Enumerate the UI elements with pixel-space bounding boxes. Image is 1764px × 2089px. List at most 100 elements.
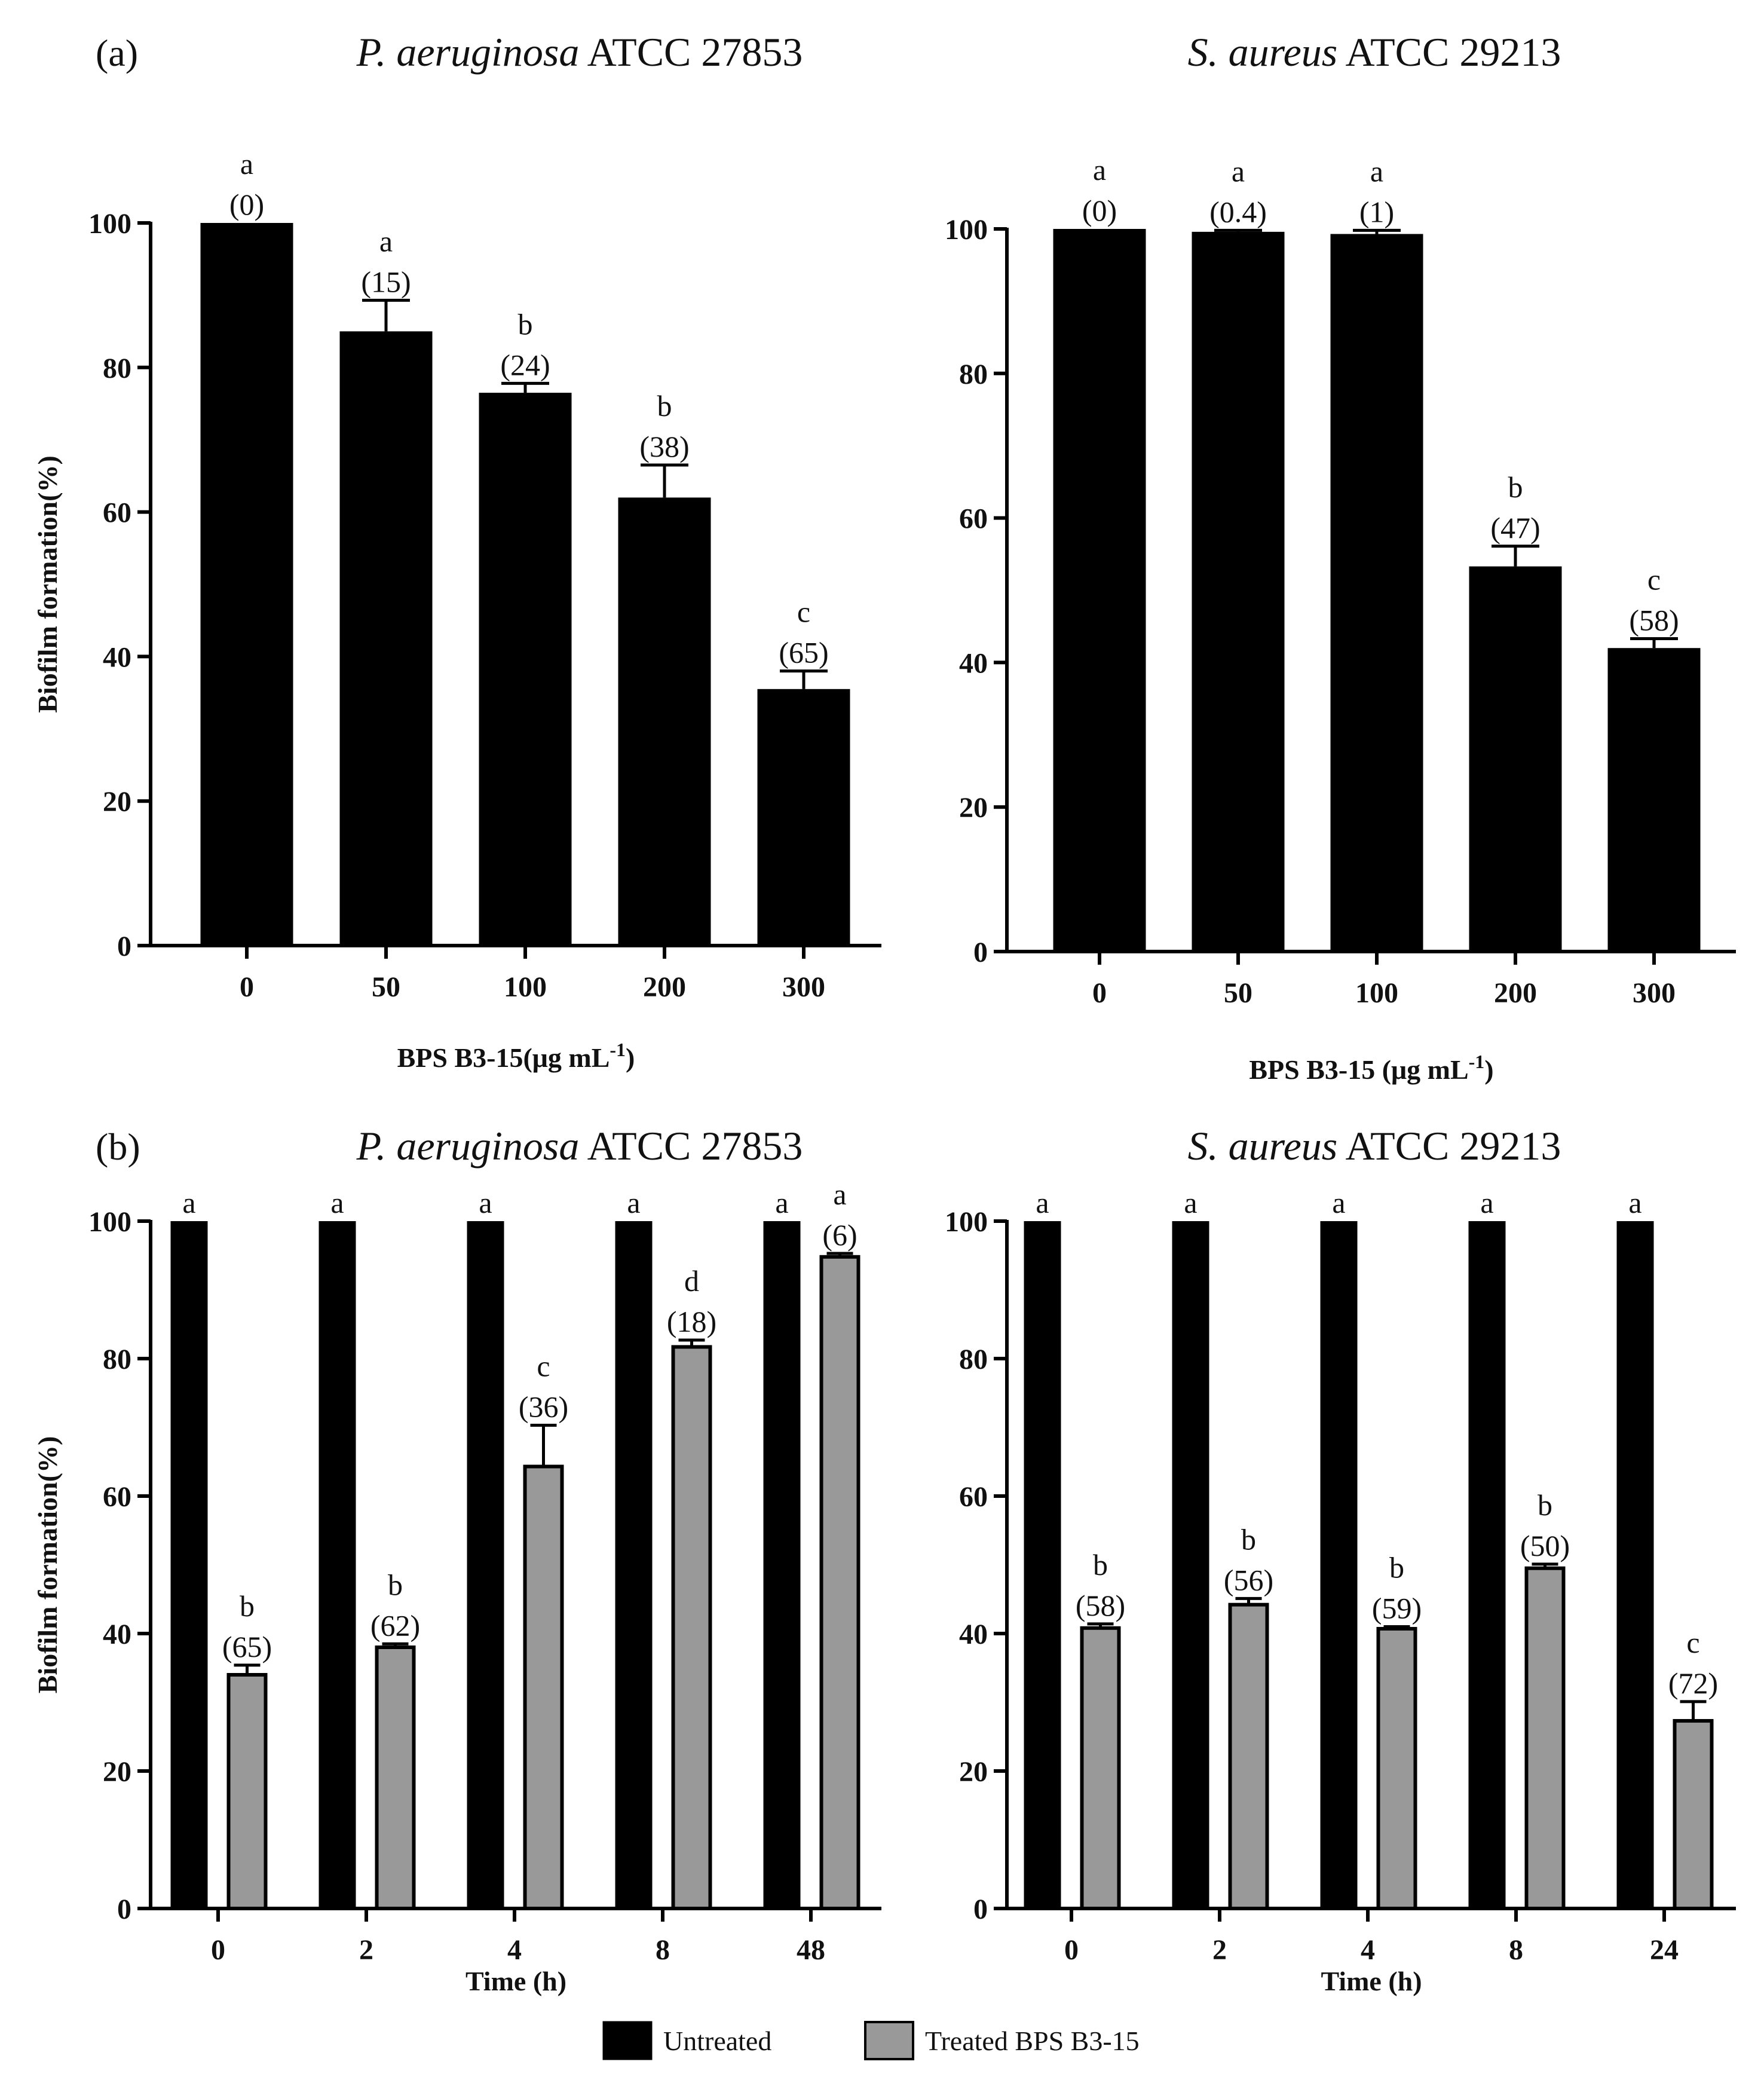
x-tick-label: 0 [240, 971, 254, 1003]
chart-title-species: S. aureus [1188, 29, 1338, 75]
inhibition-label-b1-s1-1: (62) [370, 1608, 420, 1642]
chart-title-species: P. aeruginosa [356, 1123, 580, 1169]
significance-letter-b2-s0-1: a [1184, 1186, 1197, 1219]
legend-label-treated: Treated BPS B3-15 [925, 2026, 1140, 2056]
chart-title-strain: ATCC 27853 [579, 1123, 803, 1169]
significance-letter-b2-s1-3: b [1538, 1488, 1552, 1522]
x-tick-label: 200 [643, 971, 686, 1003]
chart-title-strain: ATCC 27853 [579, 29, 803, 75]
bar-b2-s1-3 [1524, 1566, 1566, 1910]
y-tick-label: 60 [959, 1481, 988, 1513]
significance-letter-b1-s0-3: a [627, 1186, 640, 1219]
inhibition-label-a1-s0-2: (24) [500, 348, 550, 381]
legend-swatch-treated [864, 2021, 914, 2060]
bar-b1-s0-1 [318, 1221, 356, 1908]
inhibition-label-b2-s1-2: (59) [1372, 1592, 1422, 1625]
significance-letter-a2-s0-4: c [1647, 563, 1661, 597]
y-tick-label: 20 [959, 792, 988, 824]
x-axis-title: BPS B3-15(μg mL-1) [397, 1039, 635, 1073]
significance-letter-b2-s1-0: b [1093, 1548, 1108, 1582]
y-tick-label: 40 [103, 641, 131, 673]
y-tick-label: 40 [959, 1619, 988, 1650]
bar-a1-s0-2 [479, 393, 572, 946]
chart-a2: S. aureus ATCC 29213 0 20 40 60 80 100 BPS B3-1… [945, 29, 1736, 1085]
x-tick-label: 0 [1064, 1934, 1079, 1966]
chart-title-species: P. aeruginosa [356, 29, 580, 75]
inhibition-label-a1-s0-1: (15) [361, 265, 411, 298]
y-tick-label: 20 [103, 1756, 131, 1788]
bar-b2-s0-2 [1320, 1221, 1358, 1908]
bar-a1-s0-4 [757, 689, 850, 946]
bar-b2-s1-0 [1080, 1626, 1121, 1911]
y-tick-label: 100 [945, 214, 988, 246]
y-tick-label: 100 [88, 208, 131, 240]
bar-b1-s1-3 [671, 1345, 712, 1910]
significance-letter-b1-s0-0: a [182, 1186, 195, 1219]
x-tick-label: 300 [782, 971, 825, 1003]
x-tick-label: 300 [1633, 977, 1676, 1009]
significance-letter-b1-s1-0: b [240, 1589, 255, 1623]
significance-letter-b1-s1-3: d [684, 1264, 699, 1298]
bar-a1-s0-3 [618, 497, 711, 946]
x-tick-label: 0 [211, 1934, 225, 1966]
y-tick-label: 0 [973, 937, 988, 968]
x-tick-label: 50 [372, 971, 400, 1003]
y-tick-label: 60 [103, 497, 131, 529]
significance-letter-a1-s0-2: b [518, 307, 533, 341]
significance-letter-a1-s0-4: c [797, 595, 810, 629]
significance-letter-b1-s1-4: a [833, 1177, 846, 1211]
bar-b1-s0-4 [763, 1221, 801, 1908]
significance-letter-b2-s0-3: a [1480, 1186, 1493, 1219]
chart-title: P. aeruginosa ATCC 27853 [356, 1123, 803, 1169]
x-tick-label: 200 [1494, 977, 1537, 1009]
significance-letter-b2-s0-4: a [1628, 1186, 1642, 1219]
y-axis-title: Biofilm formation(%) [32, 455, 63, 713]
y-tick-label: 60 [959, 503, 988, 535]
x-tick-label: 50 [1224, 977, 1252, 1009]
bar-b2-s1-1 [1228, 1602, 1269, 1910]
inhibition-label-b2-s1-1: (56) [1224, 1563, 1273, 1596]
significance-letter-b2-s1-4: c [1686, 1626, 1699, 1659]
bar-a1-s0-0 [200, 223, 293, 946]
chart-title: S. aureus ATCC 29213 [1188, 29, 1561, 75]
bar-b1-s0-3 [615, 1221, 653, 1908]
y-tick-label: 0 [117, 931, 131, 962]
inhibition-label-a2-s0-2: (1) [1359, 195, 1394, 228]
y-tick-label: 20 [103, 786, 131, 818]
significance-letter-b1-s1-1: b [388, 1568, 403, 1601]
inhibition-label-b1-s1-4: (6) [822, 1218, 857, 1252]
bar-b2-s1-2 [1376, 1626, 1417, 1910]
significance-letter-b2-s0-2: a [1332, 1186, 1345, 1219]
chart-a1: P. aeruginosa ATCC 27853 0 20 40 60 80 100 Biof… [32, 29, 881, 1073]
bar-b1-s1-2 [523, 1464, 564, 1911]
bar-a2-s0-3 [1469, 566, 1562, 952]
bar-a2-s0-0 [1053, 229, 1146, 952]
inhibition-label-b1-s1-0: (65) [222, 1630, 272, 1663]
chart-title-strain: ATCC 29213 [1337, 29, 1561, 75]
significance-letter-a2-s0-1: a [1232, 154, 1245, 188]
y-tick-label: 100 [945, 1206, 988, 1238]
y-tick-label: 0 [117, 1894, 131, 1925]
significance-letter-a1-s0-0: a [240, 147, 253, 181]
bar-b2-s1-4 [1673, 1719, 1714, 1911]
significance-letter-b1-s1-2: c [537, 1350, 550, 1383]
bar-b1-s1-1 [375, 1645, 416, 1910]
inhibition-label-b1-s1-3: (18) [667, 1305, 716, 1338]
chart-b1: P. aeruginosa ATCC 27853020406080100Biof… [32, 1123, 881, 1996]
x-tick-label: 4 [1361, 1934, 1375, 1966]
significance-letter-a1-s0-3: b [657, 389, 672, 423]
y-tick-label: 80 [103, 1344, 131, 1375]
x-tick-label: 24 [1650, 1934, 1679, 1966]
significance-letter-b1-s0-2: a [479, 1186, 492, 1219]
chart-title: S. aureus ATCC 29213 [1188, 1123, 1561, 1169]
bar-b1-s0-2 [467, 1221, 504, 1908]
x-tick-label: 100 [1355, 977, 1398, 1009]
y-axis-title: Biofilm formation(%) [32, 1436, 63, 1694]
inhibition-label-a1-s0-3: (38) [639, 430, 689, 463]
y-tick-label: 80 [959, 359, 988, 390]
inhibition-label-b1-s1-2: (36) [519, 1390, 568, 1424]
inhibition-label-b2-s1-4: (72) [1668, 1666, 1718, 1700]
bar-a2-s0-2 [1330, 234, 1423, 952]
legend-label-untreated: Untreated [663, 2026, 771, 2056]
